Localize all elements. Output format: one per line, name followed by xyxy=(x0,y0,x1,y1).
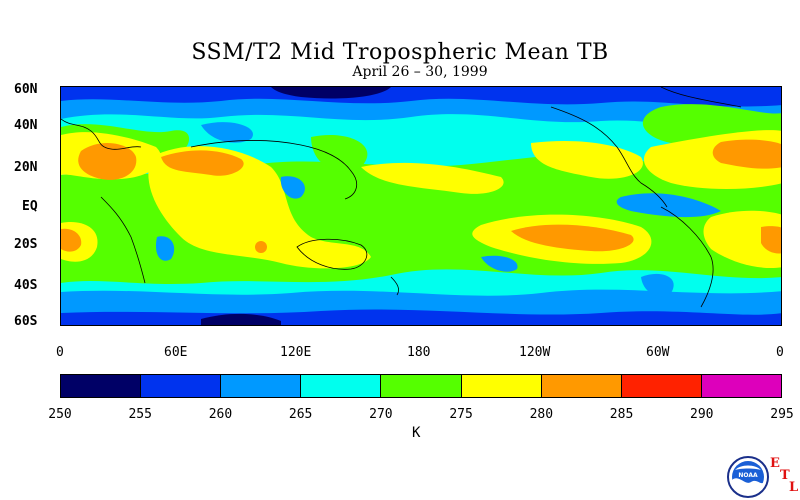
svg-text:NOAA: NOAA xyxy=(738,472,758,479)
color-legend-tick: 255 xyxy=(128,407,152,422)
color-legend-swatch xyxy=(621,375,702,397)
color-legend-tick: 270 xyxy=(369,407,393,422)
etl-letter-e: E xyxy=(770,456,780,471)
temperature-map xyxy=(60,86,782,326)
color-legend-tick: 250 xyxy=(48,407,72,422)
color-legend-tick: 260 xyxy=(208,407,233,422)
color-legend-tick: 295 xyxy=(770,407,794,422)
lon-label-120e: 120E xyxy=(280,345,312,360)
lat-label-60n: 60N xyxy=(14,82,38,97)
color-legend-swatch xyxy=(541,375,622,397)
lat-label-60s: 60S xyxy=(14,314,38,329)
noaa-logo-icon: NOAA xyxy=(727,456,769,498)
color-legend-unit: K xyxy=(412,425,421,441)
color-legend-swatch xyxy=(61,375,142,397)
color-legend-swatch xyxy=(461,375,542,397)
map-subtitle: April 26 – 30, 1999 xyxy=(352,64,488,80)
lat-label-20n: 20N xyxy=(14,160,38,175)
color-legend-tick: 290 xyxy=(690,407,714,422)
coastlines xyxy=(61,87,742,308)
lon-label-180: 180 xyxy=(407,345,431,360)
color-legend-tick: 275 xyxy=(449,407,473,422)
lat-label-20s: 20S xyxy=(14,237,38,252)
lon-label-0-end: 0 xyxy=(776,345,784,360)
color-legend-swatch xyxy=(381,375,462,397)
lat-label-eq: EQ xyxy=(22,199,38,214)
color-legend-tick: 280 xyxy=(529,407,554,422)
color-legend-tick: 265 xyxy=(288,407,313,422)
etl-letter-l: L xyxy=(789,480,799,495)
temperature-field xyxy=(61,87,781,325)
color-legend-swatch xyxy=(141,375,222,397)
lat-label-40n: 40N xyxy=(14,118,38,133)
color-legend-swatch xyxy=(701,375,781,397)
color-legend-bar xyxy=(60,374,782,398)
lon-label-60w: 60W xyxy=(646,345,670,360)
color-legend-swatch xyxy=(221,375,302,397)
color-legend-tick: 285 xyxy=(609,407,634,422)
color-legend-swatch xyxy=(301,375,382,397)
lat-label-40s: 40S xyxy=(14,278,38,293)
etl-letter-t: T xyxy=(780,468,790,483)
lon-label-0: 0 xyxy=(56,345,64,360)
lon-label-60e: 60E xyxy=(164,345,188,360)
map-title: SSM/T2 Mid Tropospheric Mean TB xyxy=(191,40,609,65)
lon-label-120w: 120W xyxy=(519,345,551,360)
